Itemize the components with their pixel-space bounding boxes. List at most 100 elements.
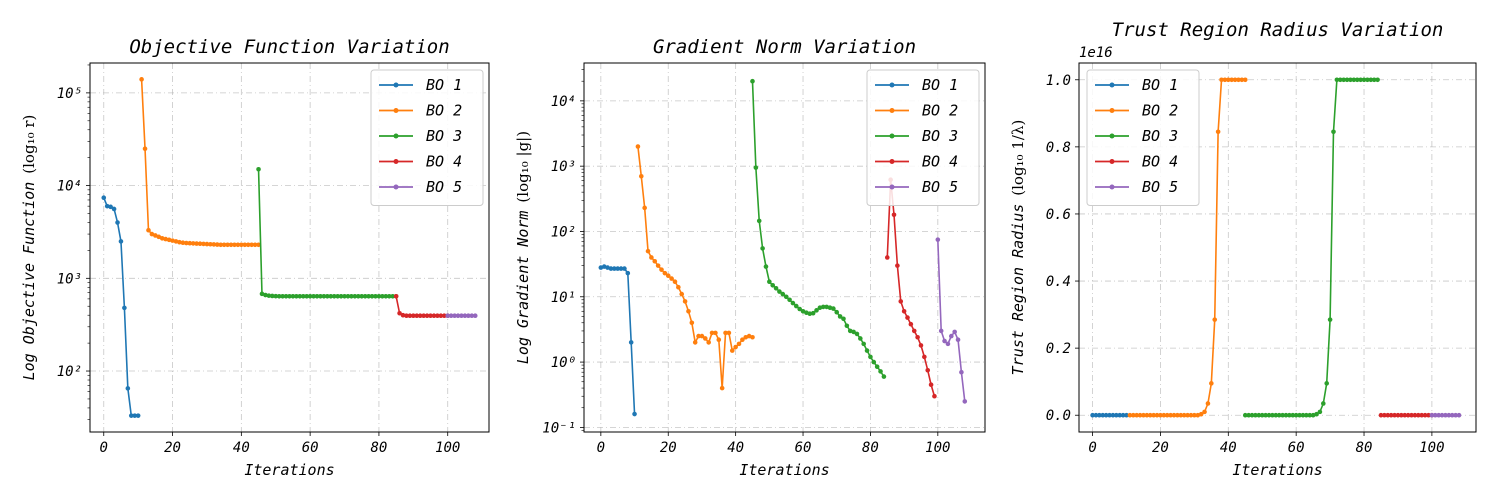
series-line-bo1 xyxy=(103,197,139,417)
legend-entry: BO 3 xyxy=(922,127,958,145)
data-point xyxy=(1287,412,1292,418)
legend-entry: BO 4 xyxy=(426,153,462,171)
data-point xyxy=(1412,412,1418,418)
data-point xyxy=(881,374,887,379)
data-point xyxy=(1120,412,1126,418)
data-point xyxy=(1293,412,1299,418)
legend-entry: BO 5 xyxy=(922,178,958,196)
data-point xyxy=(901,308,907,314)
data-point xyxy=(122,305,127,311)
y-tick-label: 10² xyxy=(57,364,82,380)
data-point xyxy=(628,340,634,345)
data-point xyxy=(1205,401,1211,406)
data-point xyxy=(1419,412,1425,418)
data-point xyxy=(235,242,241,248)
data-point xyxy=(170,238,175,243)
data-point xyxy=(404,313,409,319)
data-point xyxy=(935,237,941,242)
x-tick-label: 0 xyxy=(597,440,605,456)
legend-marker xyxy=(889,159,895,164)
data-point xyxy=(1290,412,1296,418)
chart-panel-1: 0 20 40 60 80 100 10² 10³ 10⁴ 10⁵ Objective Functi… xyxy=(20,36,490,479)
data-point xyxy=(1266,412,1272,418)
data-point xyxy=(1304,412,1309,418)
data-point xyxy=(831,306,836,311)
x-tick-label: 80 xyxy=(1356,440,1373,456)
data-point xyxy=(455,313,461,319)
legend-marker xyxy=(1109,133,1115,139)
data-point xyxy=(1246,412,1251,418)
data-point xyxy=(314,293,320,299)
data-point xyxy=(1371,77,1377,83)
data-point xyxy=(232,242,237,248)
data-point xyxy=(807,311,813,317)
data-point xyxy=(318,293,323,299)
data-point xyxy=(386,293,392,299)
y-tick-label: 0.8 xyxy=(1046,140,1071,156)
data-point xyxy=(352,293,358,299)
data-point xyxy=(1327,317,1333,322)
data-point xyxy=(218,242,224,248)
data-point xyxy=(733,344,738,350)
data-point xyxy=(723,330,728,336)
series-line-bo4 xyxy=(886,178,936,397)
legend-entry: BO 4 xyxy=(922,153,958,171)
data-point xyxy=(709,330,715,336)
series-line-bo3 xyxy=(1245,78,1378,417)
data-point xyxy=(770,282,776,288)
x-tick-label: 20 xyxy=(164,440,181,456)
data-point xyxy=(266,293,272,298)
data-point xyxy=(1151,412,1156,418)
legend-marker xyxy=(889,184,895,190)
data-point xyxy=(342,293,347,299)
x-tick-label: 0 xyxy=(1088,440,1096,456)
data-point xyxy=(239,242,244,248)
data-point xyxy=(142,146,148,151)
chart-panel-3: 0 20 40 60 80 100 0.0 0.2 0.4 0.6 0.8 1.0 1e16 Trust … xyxy=(1009,19,1477,479)
chart-title: Objective Function Variation xyxy=(129,36,449,58)
data-point xyxy=(411,313,416,319)
legend-entry: BO 5 xyxy=(1142,178,1178,196)
legend-marker xyxy=(889,108,895,113)
data-point xyxy=(221,242,227,248)
data-point xyxy=(884,255,890,260)
data-point xyxy=(280,293,285,299)
data-point xyxy=(1341,77,1346,83)
x-axis-label: Iterations xyxy=(244,461,334,479)
data-point xyxy=(139,77,144,82)
data-point xyxy=(1137,412,1143,418)
x-tick-label: 20 xyxy=(1152,440,1169,456)
data-point xyxy=(101,195,107,201)
data-point xyxy=(1273,412,1279,418)
data-point xyxy=(1331,129,1336,135)
data-point xyxy=(1178,412,1184,418)
legend-entry: BO 3 xyxy=(426,127,462,145)
data-point xyxy=(462,313,468,319)
data-point xyxy=(1192,412,1197,418)
data-point xyxy=(645,248,651,254)
x-axis-label: Iterations xyxy=(739,461,829,479)
data-point xyxy=(1130,412,1136,418)
data-point xyxy=(349,293,354,299)
data-point xyxy=(431,313,437,319)
data-point xyxy=(689,320,695,326)
data-point xyxy=(1209,381,1214,386)
data-point xyxy=(1283,412,1289,418)
data-point xyxy=(763,264,769,269)
data-point xyxy=(1365,77,1370,83)
data-point xyxy=(1263,412,1268,418)
legend-entry: BO 1 xyxy=(1142,76,1178,94)
data-point xyxy=(622,266,627,271)
data-point xyxy=(366,293,371,299)
data-point xyxy=(932,393,937,399)
data-point xyxy=(400,312,406,318)
x-tick-label: 0 xyxy=(100,440,108,456)
data-point xyxy=(1456,412,1462,418)
data-point xyxy=(858,336,863,341)
data-point xyxy=(632,411,637,417)
data-point xyxy=(938,328,944,334)
y-tick-label: 1.0 xyxy=(1046,73,1071,89)
data-point xyxy=(1409,412,1414,418)
data-point xyxy=(1110,412,1116,418)
